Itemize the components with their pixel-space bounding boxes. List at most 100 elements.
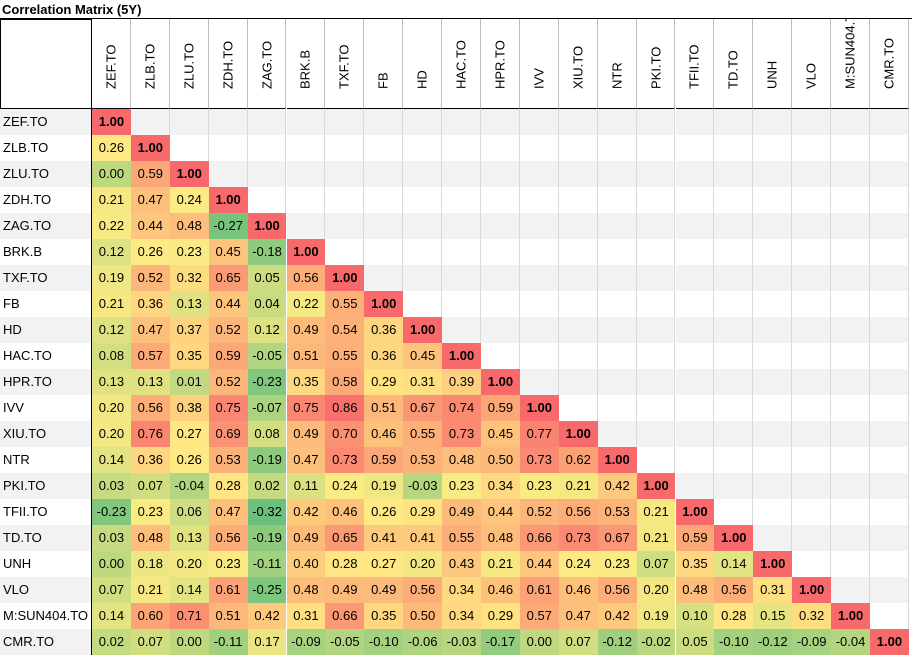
correlation-cell: 0.53	[403, 447, 443, 473]
correlation-cell: 0.00	[92, 161, 131, 187]
correlation-cell: -0.07	[247, 395, 287, 421]
correlation-cell: 0.67	[597, 525, 637, 551]
correlation-cell: 0.47	[208, 499, 248, 525]
correlation-cell: 0.55	[442, 525, 481, 551]
diagonal-cell: 1.00	[753, 551, 793, 577]
correlation-cell: 0.36	[364, 343, 404, 369]
empty-cell	[675, 317, 715, 343]
empty-cell	[636, 213, 676, 239]
correlation-cell: 0.35	[675, 551, 715, 577]
correlation-cell: 0.61	[208, 577, 248, 603]
correlation-cell: 0.26	[92, 135, 131, 161]
column-header: IVV	[519, 19, 559, 109]
column-header: VLO	[792, 19, 832, 109]
correlation-cell: 0.07	[558, 629, 598, 655]
empty-cell	[519, 187, 559, 213]
column-header-label: ZDH.TO	[220, 40, 236, 89]
empty-cell	[286, 187, 326, 213]
correlation-cell: 0.23	[208, 551, 248, 577]
correlation-cell: 0.46	[481, 577, 520, 603]
column-header: BRK.B	[286, 19, 326, 109]
column-header: PKI.TO	[636, 19, 676, 109]
correlation-cell: 0.23	[130, 499, 170, 525]
empty-cell	[558, 135, 598, 161]
empty-cell	[870, 265, 909, 291]
correlation-cell: 0.55	[325, 343, 365, 369]
empty-cell	[558, 187, 598, 213]
empty-cell	[753, 317, 793, 343]
correlation-cell: 0.47	[130, 317, 170, 343]
correlation-cell: 0.43	[442, 551, 481, 577]
empty-cell	[636, 447, 676, 473]
empty-cell	[870, 577, 909, 603]
correlation-cell: 0.76	[130, 421, 170, 447]
correlation-cell: 0.44	[519, 551, 559, 577]
empty-cell	[753, 187, 793, 213]
empty-cell	[636, 343, 676, 369]
empty-cell	[481, 213, 520, 239]
correlation-cell: -0.10	[714, 629, 754, 655]
correlation-cell: 0.11	[286, 473, 326, 499]
correlation-cell: 0.59	[364, 447, 404, 473]
diagonal-cell: 1.00	[792, 577, 832, 603]
empty-cell	[675, 343, 715, 369]
correlation-cell: 0.59	[130, 161, 170, 187]
empty-cell	[831, 395, 870, 421]
empty-cell	[442, 109, 481, 135]
correlation-cell: 0.49	[442, 499, 481, 525]
empty-cell	[597, 187, 637, 213]
empty-cell	[325, 239, 365, 265]
correlation-cell: 0.56	[714, 577, 754, 603]
correlation-cell: 0.52	[130, 265, 170, 291]
empty-cell	[792, 369, 832, 395]
empty-cell	[714, 213, 754, 239]
correlation-cell: 0.47	[558, 603, 598, 629]
correlation-cell: 0.42	[247, 603, 287, 629]
correlation-cell: 0.21	[636, 499, 676, 525]
correlation-cell: 0.71	[169, 603, 209, 629]
correlation-cell: 0.56	[597, 577, 637, 603]
correlation-cell: 0.26	[364, 499, 404, 525]
empty-cell	[247, 109, 287, 135]
empty-cell	[636, 265, 676, 291]
empty-cell	[792, 109, 832, 135]
correlation-cell: 0.34	[481, 473, 520, 499]
empty-cell	[675, 473, 715, 499]
column-header-label: ZAG.TO	[259, 40, 275, 89]
correlation-cell: 0.21	[92, 291, 131, 317]
correlation-cell: 0.21	[558, 473, 598, 499]
diagonal-cell: 1.00	[169, 161, 209, 187]
correlation-cell: -0.25	[247, 577, 287, 603]
empty-cell	[481, 291, 520, 317]
column-header-label: ZLB.TO	[142, 43, 158, 89]
correlation-cell: -0.12	[597, 629, 637, 655]
column-header: HAC.TO	[442, 19, 481, 109]
correlation-cell: 0.19	[364, 473, 404, 499]
empty-cell	[831, 239, 870, 265]
correlation-cell: 0.31	[286, 603, 326, 629]
correlation-cell: 0.12	[247, 317, 287, 343]
correlation-cell: 0.73	[442, 421, 481, 447]
correlation-cell: 0.35	[364, 603, 404, 629]
empty-cell	[558, 109, 598, 135]
correlation-cell: 0.46	[364, 421, 404, 447]
empty-cell	[792, 473, 832, 499]
empty-cell	[831, 473, 870, 499]
correlation-cell: 0.48	[169, 213, 209, 239]
empty-cell	[597, 317, 637, 343]
diagonal-cell: 1.00	[247, 213, 287, 239]
correlation-cell: 0.19	[636, 603, 676, 629]
correlation-cell: 0.02	[247, 473, 287, 499]
empty-cell	[636, 161, 676, 187]
empty-cell	[870, 369, 909, 395]
empty-cell	[831, 187, 870, 213]
empty-cell	[831, 161, 870, 187]
empty-cell	[870, 473, 909, 499]
correlation-cell: 0.73	[519, 447, 559, 473]
correlation-cell: 0.37	[169, 317, 209, 343]
empty-cell	[364, 161, 404, 187]
correlation-cell: 0.04	[247, 291, 287, 317]
column-header: NTR	[597, 19, 637, 109]
correlation-cell: 0.29	[364, 369, 404, 395]
